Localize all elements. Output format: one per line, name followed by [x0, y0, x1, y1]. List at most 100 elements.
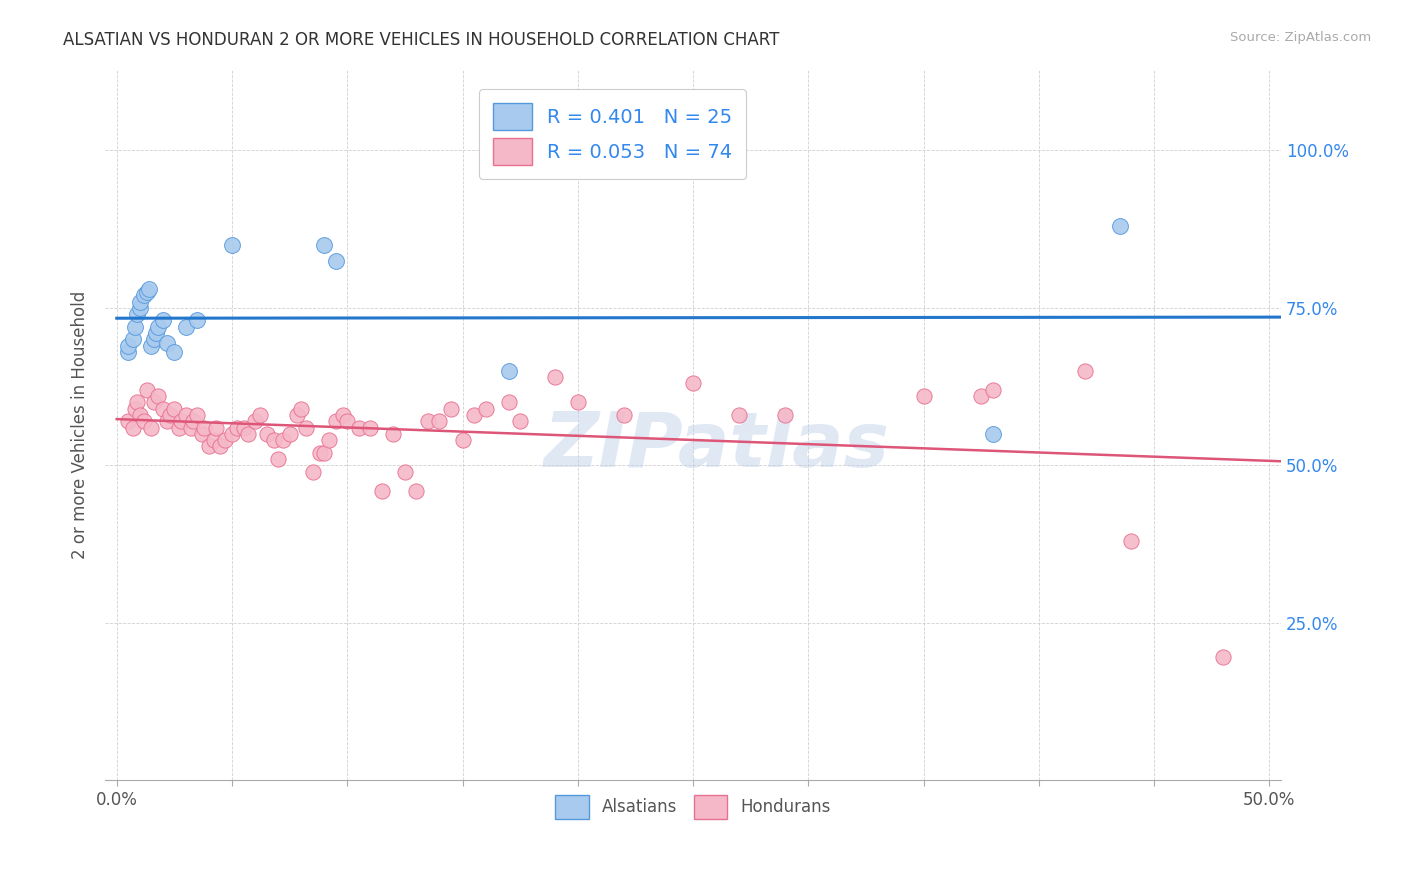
- Point: [294, 420, 316, 434]
- Point: [221, 238, 243, 252]
- Point: [371, 483, 394, 498]
- Point: [474, 401, 496, 416]
- Point: [148, 389, 170, 403]
- Point: [382, 426, 405, 441]
- Point: [981, 383, 1004, 397]
- Point: [156, 335, 179, 350]
- Point: [138, 282, 160, 296]
- Point: [186, 313, 208, 327]
- Point: [174, 408, 197, 422]
- Point: [267, 452, 290, 467]
- Point: [544, 370, 567, 384]
- Point: [451, 433, 474, 447]
- Point: [775, 408, 797, 422]
- Point: [256, 426, 278, 441]
- Point: [127, 307, 149, 321]
- Point: [117, 339, 139, 353]
- Point: [970, 389, 993, 403]
- Point: [122, 420, 145, 434]
- Y-axis label: 2 or more Vehicles in Household: 2 or more Vehicles in Household: [72, 290, 89, 558]
- Point: [142, 332, 165, 346]
- Point: [301, 465, 323, 479]
- Point: [325, 253, 347, 268]
- Point: [1119, 533, 1142, 548]
- Point: [181, 414, 204, 428]
- Text: ALSATIAN VS HONDURAN 2 OR MORE VEHICLES IN HOUSEHOLD CORRELATION CHART: ALSATIAN VS HONDURAN 2 OR MORE VEHICLES …: [63, 31, 780, 49]
- Point: [128, 294, 150, 309]
- Point: [152, 401, 174, 416]
- Text: Source: ZipAtlas.com: Source: ZipAtlas.com: [1230, 31, 1371, 45]
- Point: [285, 408, 308, 422]
- Point: [141, 420, 163, 434]
- Point: [332, 408, 354, 422]
- Point: [912, 389, 935, 403]
- Point: [263, 433, 285, 447]
- Point: [314, 446, 336, 460]
- Point: [1074, 364, 1097, 378]
- Point: [117, 345, 139, 359]
- Point: [205, 420, 228, 434]
- Point: [167, 420, 190, 434]
- Point: [148, 319, 170, 334]
- Point: [193, 420, 215, 434]
- Point: [225, 420, 247, 434]
- Text: ZIPatlas: ZIPatlas: [544, 409, 890, 483]
- Point: [134, 414, 156, 428]
- Point: [135, 285, 157, 300]
- Point: [124, 401, 146, 416]
- Point: [174, 319, 197, 334]
- Point: [128, 301, 150, 315]
- Point: [179, 420, 201, 434]
- Point: [278, 426, 301, 441]
- Point: [981, 426, 1004, 441]
- Point: [325, 414, 347, 428]
- Point: [498, 395, 520, 409]
- Point: [1212, 650, 1234, 665]
- Point: [498, 364, 520, 378]
- Point: [145, 326, 167, 340]
- Point: [416, 414, 439, 428]
- Point: [336, 414, 359, 428]
- Point: [186, 408, 208, 422]
- Legend: Alsatians, Hondurans: Alsatians, Hondurans: [548, 789, 838, 825]
- Point: [405, 483, 427, 498]
- Point: [214, 433, 236, 447]
- Point: [440, 401, 463, 416]
- Point: [232, 420, 254, 434]
- Point: [567, 395, 589, 409]
- Point: [163, 401, 186, 416]
- Point: [142, 395, 165, 409]
- Point: [290, 401, 312, 416]
- Point: [198, 440, 221, 454]
- Point: [314, 238, 336, 252]
- Point: [163, 345, 186, 359]
- Point: [347, 420, 370, 434]
- Point: [394, 465, 416, 479]
- Point: [271, 433, 294, 447]
- Point: [124, 319, 146, 334]
- Point: [159, 408, 181, 422]
- Point: [122, 332, 145, 346]
- Point: [202, 433, 225, 447]
- Point: [318, 433, 340, 447]
- Point: [236, 426, 259, 441]
- Point: [135, 383, 157, 397]
- Point: [127, 395, 149, 409]
- Point: [728, 408, 751, 422]
- Point: [191, 426, 214, 441]
- Point: [308, 446, 330, 460]
- Point: [1108, 219, 1130, 233]
- Point: [359, 420, 381, 434]
- Point: [209, 440, 232, 454]
- Point: [682, 376, 704, 391]
- Point: [243, 414, 266, 428]
- Point: [152, 313, 174, 327]
- Point: [249, 408, 271, 422]
- Point: [613, 408, 636, 422]
- Point: [463, 408, 485, 422]
- Point: [134, 288, 156, 302]
- Point: [117, 414, 139, 428]
- Point: [221, 426, 243, 441]
- Point: [141, 339, 163, 353]
- Point: [429, 414, 451, 428]
